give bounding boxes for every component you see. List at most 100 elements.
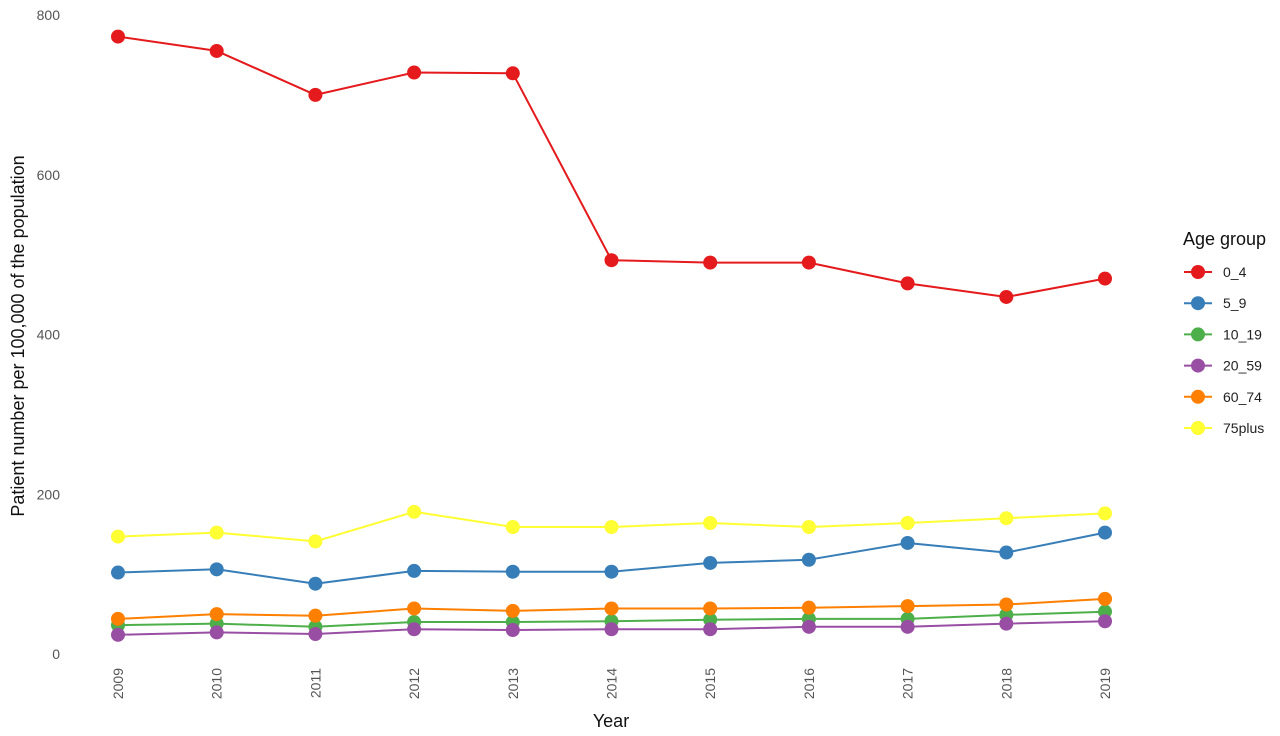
legend-label: 0_4 — [1223, 264, 1247, 280]
data-point-75plus — [801, 519, 816, 534]
data-point-20_59 — [505, 623, 520, 638]
data-point-60_74 — [407, 601, 422, 616]
data-point-75plus — [1098, 506, 1112, 521]
data-point-20_59 — [1098, 614, 1112, 629]
data-point-75plus — [111, 529, 125, 544]
legend-label: 10_19 — [1223, 326, 1262, 342]
data-point-75plus — [604, 519, 619, 534]
legend-item-75plus: 75plus — [1184, 420, 1264, 436]
legend-key-point — [1191, 265, 1205, 279]
data-point-20_59 — [308, 627, 323, 642]
legend-item-20_59: 20_59 — [1184, 358, 1262, 374]
data-point-60_74 — [308, 608, 323, 623]
x-tick-label: 2019 — [1097, 668, 1113, 699]
y-tick-label: 600 — [37, 167, 61, 183]
legend-key-point — [1191, 296, 1205, 311]
data-point-60_74 — [209, 607, 224, 622]
legend-key-point — [1191, 327, 1205, 342]
data-point-5_9 — [604, 564, 619, 579]
data-point-5_9 — [407, 563, 422, 578]
data-point-5_9 — [703, 555, 718, 570]
data-point-20_59 — [801, 619, 816, 634]
data-point-5_9 — [900, 535, 915, 550]
x-tick-label: 2014 — [604, 668, 620, 699]
data-point-0_4 — [801, 255, 816, 270]
y-tick-label: 800 — [37, 7, 61, 23]
series-lines — [117, 35, 1106, 636]
data-point-5_9 — [999, 545, 1014, 560]
legend-key-point — [1191, 389, 1205, 404]
legend-label: 75plus — [1223, 420, 1264, 436]
data-point-0_4 — [900, 276, 915, 291]
legend-items: 0_4 5_9 10_19 20_59 60_74 75plus — [1184, 264, 1264, 436]
data-point-60_74 — [801, 600, 816, 615]
data-point-75plus — [900, 516, 915, 531]
legend-label: 5_9 — [1223, 295, 1247, 311]
x-tick-label: 2013 — [505, 668, 521, 699]
data-point-20_59 — [407, 622, 422, 637]
data-point-5_9 — [308, 576, 323, 591]
data-point-5_9 — [111, 565, 125, 580]
legend-title: Age group — [1183, 229, 1266, 249]
x-tick-label: 2018 — [998, 668, 1014, 699]
data-point-20_59 — [209, 625, 224, 640]
legend-key-point — [1191, 421, 1205, 435]
data-point-20_59 — [900, 619, 915, 634]
data-point-0_4 — [308, 87, 323, 102]
data-point-0_4 — [407, 65, 422, 80]
data-point-10_19 — [703, 612, 718, 627]
legend-item-10_19: 10_19 — [1184, 326, 1262, 342]
x-axis-title: Year — [593, 711, 629, 731]
legend-key-point — [1191, 358, 1205, 373]
data-point-20_59 — [703, 622, 718, 637]
data-point-75plus — [407, 504, 422, 519]
data-point-5_9 — [505, 564, 520, 579]
data-point-75plus — [308, 534, 323, 549]
data-point-75plus — [999, 511, 1014, 526]
legend: Age group 0_4 5_9 10_19 20_59 60_74 75plus — [1183, 229, 1266, 436]
data-point-60_74 — [111, 611, 125, 626]
x-axis-ticks: 2009 2010 2011 2012 2013 2014 2015 2016 2017 2018… — [110, 668, 1113, 699]
data-point-0_4 — [703, 255, 718, 270]
data-point-0_4 — [604, 253, 619, 268]
x-tick-label: 2012 — [406, 668, 422, 699]
data-point-5_9 — [1098, 525, 1112, 540]
legend-label: 20_59 — [1223, 358, 1262, 374]
x-tick-label: 2011 — [307, 668, 323, 698]
data-point-0_4 — [1098, 271, 1112, 286]
legend-label: 60_74 — [1223, 389, 1262, 405]
data-point-0_4 — [505, 66, 520, 81]
y-tick-label: 400 — [37, 327, 61, 343]
series-points — [111, 29, 1112, 642]
y-axis-ticks: 0 200 400 600 800 — [37, 7, 61, 662]
y-tick-label: 200 — [37, 486, 61, 502]
data-point-0_4 — [111, 29, 125, 44]
data-point-5_9 — [801, 552, 816, 567]
y-tick-label: 0 — [52, 646, 60, 662]
data-point-5_9 — [209, 562, 224, 577]
data-point-20_59 — [111, 627, 125, 642]
data-point-20_59 — [999, 616, 1014, 631]
data-point-60_74 — [1098, 591, 1112, 606]
x-tick-label: 2010 — [209, 668, 225, 699]
data-point-75plus — [209, 525, 224, 540]
legend-item-0_4: 0_4 — [1184, 264, 1247, 280]
data-point-60_74 — [604, 601, 619, 616]
legend-item-5_9: 5_9 — [1184, 295, 1247, 311]
y-axis-title: Patient number per 100,000 of the popula… — [8, 155, 28, 516]
x-tick-label: 2009 — [110, 668, 126, 699]
data-point-60_74 — [505, 603, 520, 618]
legend-item-60_74: 60_74 — [1184, 389, 1262, 405]
x-tick-label: 2017 — [900, 668, 916, 699]
data-point-0_4 — [209, 43, 224, 58]
x-tick-label: 2016 — [801, 668, 817, 699]
data-point-20_59 — [604, 622, 619, 637]
data-point-75plus — [505, 519, 520, 534]
x-tick-label: 2015 — [702, 668, 718, 699]
data-point-0_4 — [999, 289, 1014, 304]
data-point-75plus — [703, 516, 718, 531]
data-point-60_74 — [703, 601, 718, 616]
data-point-10_19 — [1098, 604, 1112, 619]
data-point-60_74 — [999, 597, 1014, 612]
